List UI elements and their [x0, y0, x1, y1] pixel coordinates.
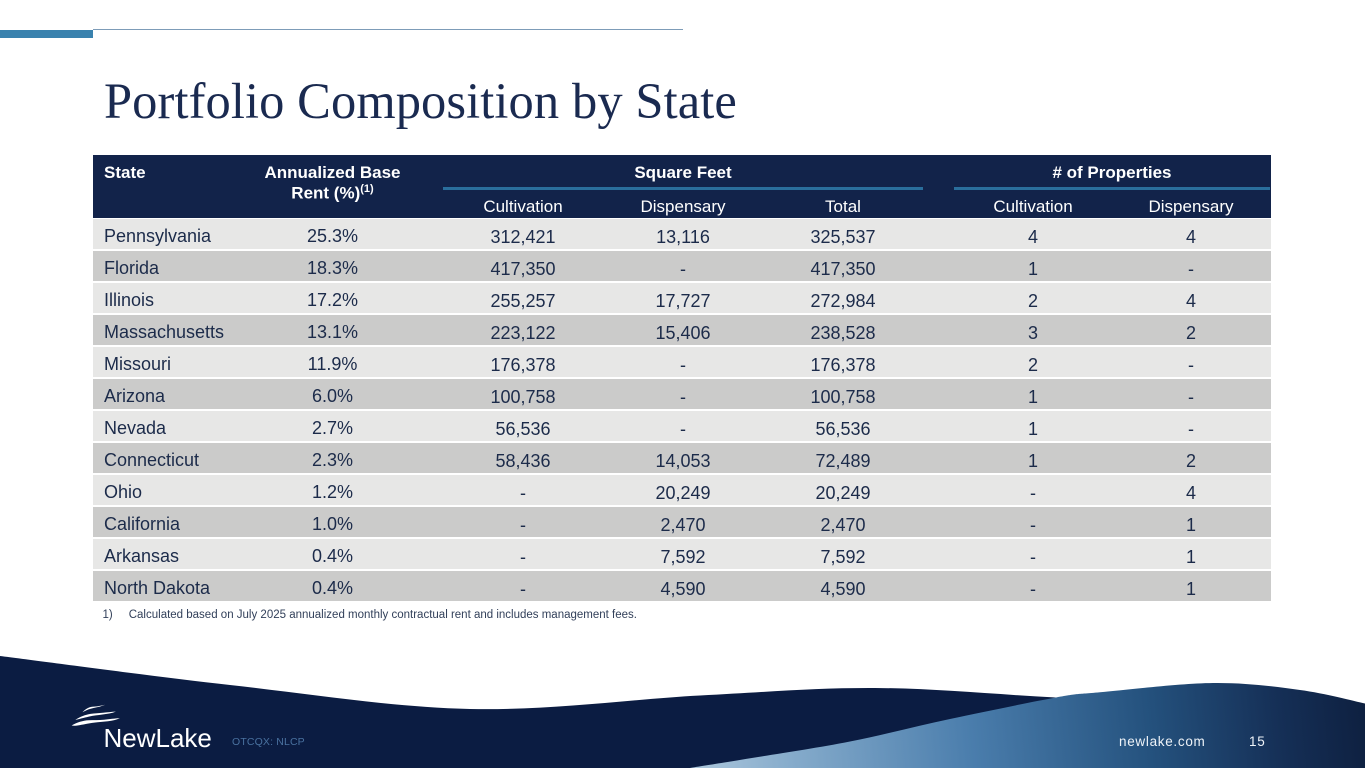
- svg-text:NewLake: NewLake: [104, 723, 212, 753]
